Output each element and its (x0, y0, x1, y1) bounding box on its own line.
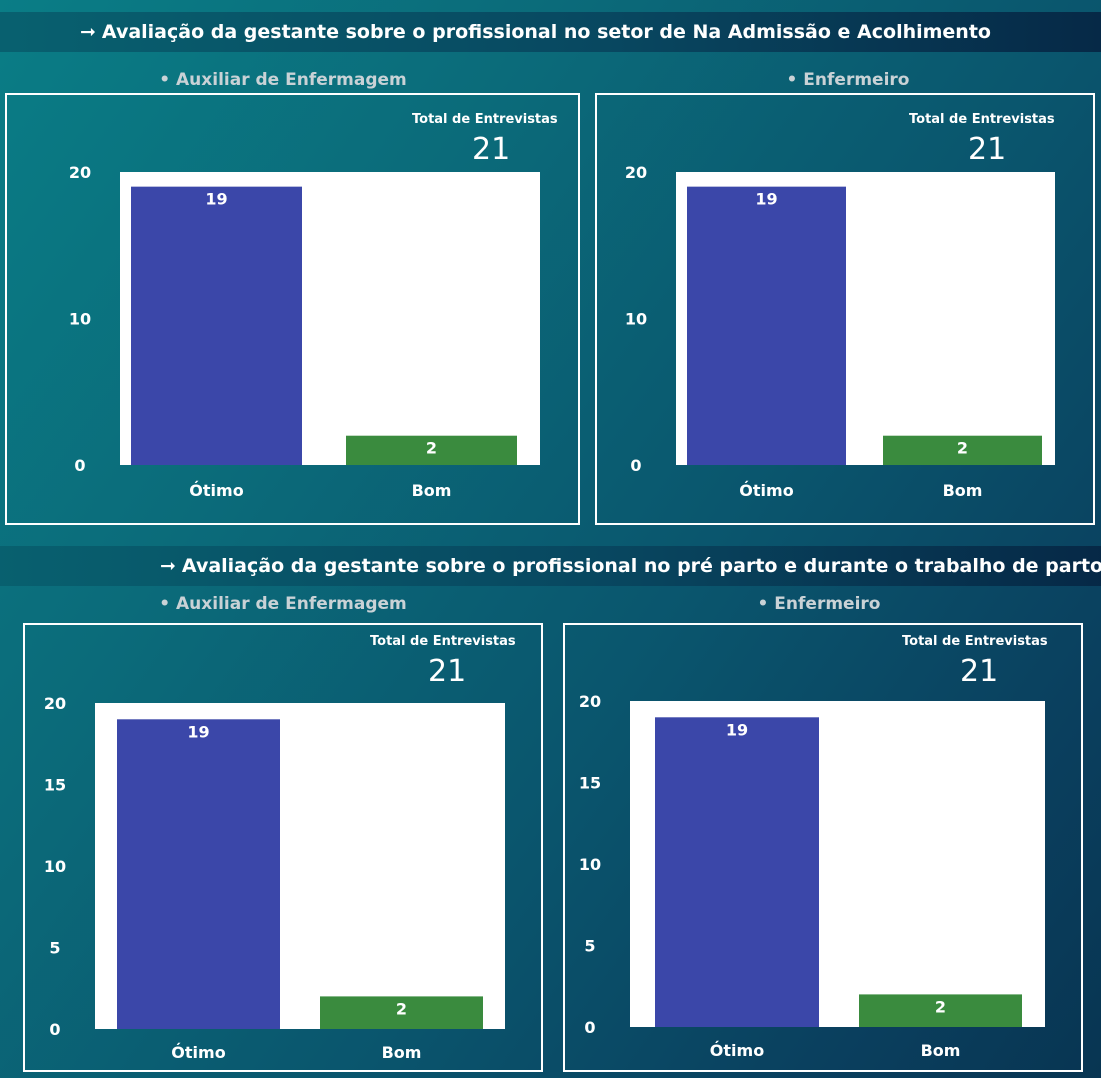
y-tick-label: 10 (69, 310, 91, 329)
y-tick-label: 10 (579, 855, 601, 874)
x-tick-label: Bom (412, 481, 452, 500)
panel-subtitle: • Enfermeiro (757, 594, 881, 614)
x-tick-label: Ótimo (189, 481, 243, 500)
y-tick-label: 20 (69, 163, 91, 182)
panel-subtitle: • Auxiliar de Enfermagem (159, 70, 407, 90)
bar-value-label: 2 (426, 439, 437, 458)
chart-panel-admissao-auxiliar (5, 93, 580, 525)
bar-otimo (131, 186, 302, 465)
y-tick-label: 0 (630, 456, 641, 475)
y-tick-label: 15 (579, 774, 601, 793)
chart-panel-pre-parto-enfermeiro (563, 623, 1083, 1072)
total-label: Total de Entrevistas (370, 634, 516, 649)
total-label: Total de Entrevistas (909, 112, 1055, 127)
chart-panel-admissao-enfermeiro (595, 93, 1095, 525)
chart-panel-pre-parto-auxiliar (23, 623, 543, 1072)
bar-otimo (655, 717, 819, 1027)
bar-bom (346, 435, 517, 465)
total-value: 21 (428, 654, 467, 689)
x-tick-label: Ótimo (739, 481, 793, 500)
y-tick-label: 0 (49, 1020, 60, 1039)
bar-otimo (117, 719, 280, 1029)
y-tick-label: 20 (579, 692, 601, 711)
bar-value-label: 19 (187, 722, 209, 741)
y-tick-label: 15 (44, 776, 66, 795)
bar-bom (859, 994, 1022, 1027)
y-tick-label: 5 (584, 937, 595, 956)
x-tick-label: Ótimo (710, 1041, 764, 1060)
section-title: Avaliação da gestante sobre o profission… (181, 555, 1101, 577)
bar-value-label: 19 (755, 190, 777, 209)
x-tick-label: Ótimo (171, 1043, 225, 1062)
y-tick-label: 5 (49, 939, 60, 958)
arrow-right-icon: ➞ (80, 21, 96, 43)
total-value: 21 (960, 654, 999, 689)
y-tick-label: 20 (44, 694, 66, 713)
section-header-pre-parto: ➞ Avaliação da gestante sobre o profissio… (0, 546, 1101, 586)
section-title: Avaliação da gestante sobre o profission… (101, 21, 991, 43)
y-tick-label: 10 (44, 857, 66, 876)
bar-value-label: 2 (957, 439, 968, 458)
panel-subtitle: • Enfermeiro (786, 70, 910, 90)
y-tick-label: 20 (625, 163, 647, 182)
total-label: Total de Entrevistas (412, 112, 558, 127)
total-label: Total de Entrevistas (902, 634, 1048, 649)
x-tick-label: Bom (921, 1041, 961, 1060)
bar-value-label: 19 (205, 190, 227, 209)
y-tick-label: 10 (625, 310, 647, 329)
total-value: 21 (968, 132, 1007, 167)
bar-value-label: 19 (726, 720, 748, 739)
bar-bom (320, 996, 483, 1029)
bar-otimo (687, 186, 846, 465)
section-header-admissao: ➞ Avaliação da gestante sobre o profissio… (0, 12, 1101, 52)
x-tick-label: Bom (943, 481, 983, 500)
arrow-right-icon: ➞ (160, 555, 176, 577)
bar-value-label: 2 (935, 997, 946, 1016)
y-tick-label: 0 (74, 456, 85, 475)
panel-subtitle: • Auxiliar de Enfermagem (159, 594, 407, 614)
bar-value-label: 2 (396, 999, 407, 1018)
bar-bom (883, 435, 1042, 465)
y-tick-label: 0 (584, 1018, 595, 1037)
x-tick-label: Bom (382, 1043, 422, 1062)
total-value: 21 (472, 132, 511, 167)
